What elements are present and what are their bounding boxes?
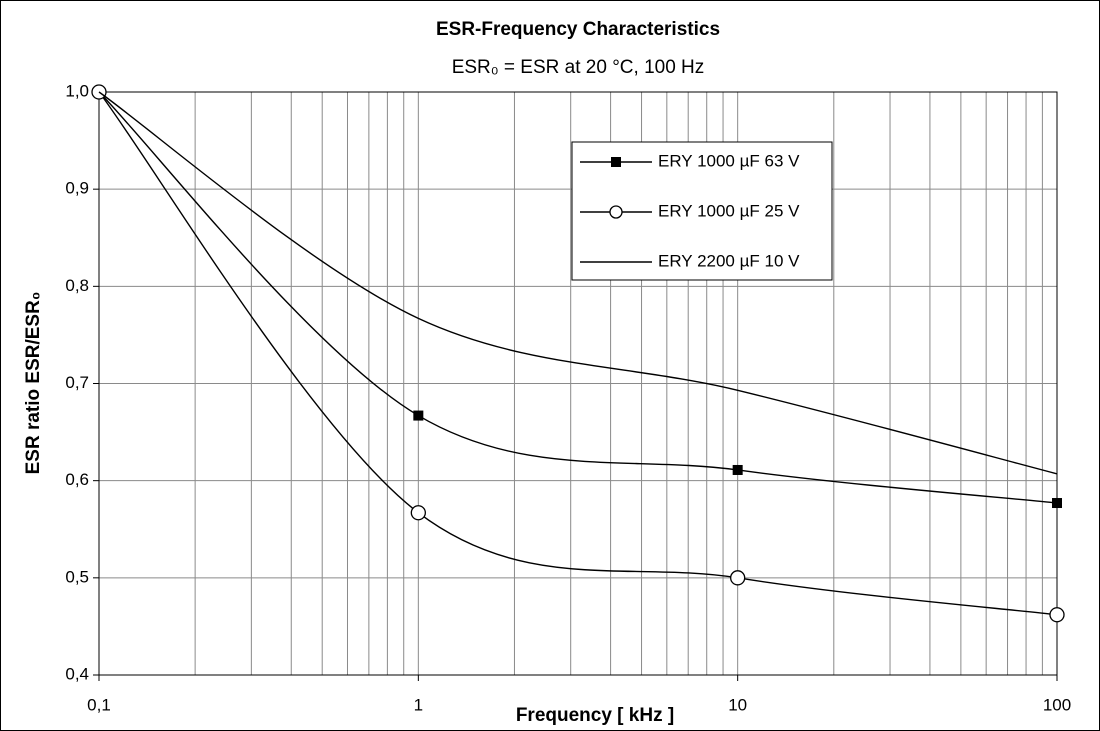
series-line (98, 91, 1058, 504)
y-tick-label: 0,8 (65, 276, 89, 295)
x-tick-label: 1 (414, 695, 423, 714)
x-axis-label: Frequency [ kHz ] (516, 705, 674, 726)
x-tick-label: 10 (728, 695, 747, 714)
series-line (98, 91, 1058, 616)
legend-label: ERY 1000 µF 63 V (658, 151, 800, 170)
y-tick-label: 1,0 (65, 81, 89, 100)
marker-square (1052, 498, 1062, 509)
legend-marker (609, 205, 623, 219)
marker-circle (730, 570, 746, 586)
chart-title: ESR-Frequency Characteristics (436, 19, 720, 40)
plot-border (98, 91, 1058, 676)
y-axis-label: ESR ratio ESR/ESR₀ (23, 292, 44, 475)
legend-label: ERY 1000 µF 25 V (658, 201, 800, 220)
marker-circle (1049, 607, 1065, 623)
marker-circle (410, 505, 426, 521)
series-line (98, 91, 1058, 475)
y-tick-label: 0,9 (65, 179, 89, 198)
y-tick-label: 0,4 (65, 664, 89, 683)
y-tick-label: 0,5 (65, 567, 89, 586)
y-tick-label: 0,7 (65, 373, 89, 392)
legend-label: ERY 2200 µF 10 V (658, 251, 800, 270)
x-tick-label: 0,1 (87, 695, 111, 714)
marker-square (413, 410, 424, 421)
x-tick-label: 100 (1043, 695, 1071, 714)
y-tick-label: 0,6 (65, 470, 89, 489)
chart-subtitle: ESR₀ = ESR at 20 °C, 100 Hz (452, 57, 705, 78)
marker-square (732, 464, 743, 475)
legend-marker (611, 157, 621, 167)
